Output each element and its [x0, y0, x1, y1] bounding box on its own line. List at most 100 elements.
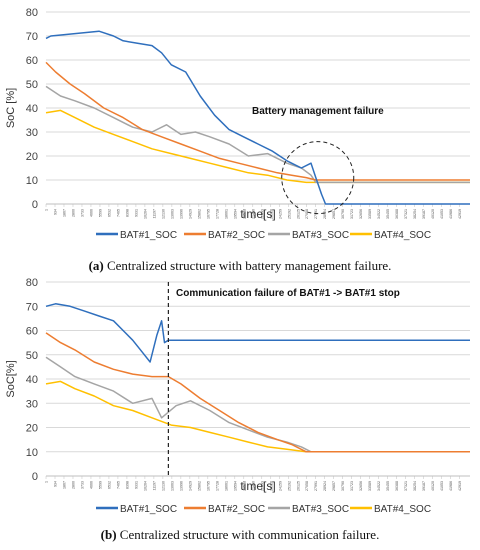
y-tick-label: 30: [26, 398, 38, 410]
x-tick-label: 15862: [197, 209, 201, 219]
x-tick-label: 34522: [377, 481, 381, 491]
x-tick-label: 41986: [449, 209, 453, 219]
legend-label: BAT#3_SOC: [292, 504, 349, 515]
x-tick-label: 8398: [125, 209, 129, 217]
x-tick-label: 36388: [395, 209, 399, 219]
y-tick-label: 80: [26, 7, 38, 19]
x-tick-label: 934: [54, 481, 58, 487]
x-tick-label: 26125: [296, 209, 300, 219]
x-tick-label: 14929: [188, 209, 192, 219]
series-line-bat1soc: [45, 30, 470, 205]
x-tick-label: 40120: [431, 209, 435, 219]
y-tick-label: 0: [32, 199, 38, 211]
x-tick-label: 9331: [134, 481, 138, 489]
x-tick-label: 24259: [278, 481, 282, 491]
x-tick-label: 1: [45, 209, 49, 211]
x-tick-label: 35455: [386, 481, 390, 491]
x-tick-label: 31723: [350, 209, 354, 219]
x-tick-label: 13063: [170, 481, 174, 491]
x-tick-label: 1867: [62, 481, 66, 489]
x-tick-label: 19594: [233, 481, 237, 491]
x-tick-label: 32656: [359, 481, 363, 491]
legend-label: BAT#2_SOC: [208, 230, 265, 241]
x-tick-label: 15862: [197, 481, 201, 491]
x-tick-label: 22393: [260, 209, 264, 219]
x-tick-label: 30790: [341, 209, 345, 219]
x-tick-label: 9331: [134, 209, 138, 217]
x-tick-label: 934: [54, 209, 58, 215]
x-tick-label: 17728: [215, 209, 219, 219]
x-tick-label: 33589: [368, 481, 372, 491]
x-tick-label: 41053: [440, 209, 444, 219]
x-tick-label: 21460: [251, 209, 255, 219]
x-tick-label: 3733: [80, 481, 84, 489]
x-tick-label: 32656: [359, 209, 363, 219]
x-tick-label: 23326: [269, 481, 273, 491]
x-tick-label: 27991: [314, 481, 318, 491]
x-tick-label: 28924: [323, 209, 327, 219]
x-tick-label: 6532: [107, 209, 111, 217]
x-tick-label: 41986: [449, 481, 453, 491]
y-tick-label: 60: [26, 55, 38, 67]
x-tick-label: 20527: [242, 209, 246, 219]
legend-label: BAT#1_SOC: [120, 230, 177, 241]
x-tick-label: 38254: [413, 209, 417, 219]
legend-label: BAT#4_SOC: [374, 504, 431, 515]
x-tick-label: 39187: [422, 481, 426, 491]
x-tick-label: 36388: [395, 481, 399, 491]
x-tick-label: 2800: [71, 209, 75, 217]
x-tick-label: 24259: [278, 209, 282, 219]
x-tick-label: 5599: [98, 209, 102, 217]
x-tick-label: 1: [45, 481, 49, 483]
x-tick-label: 12130: [161, 209, 165, 219]
x-axis-label: time[s]: [240, 479, 275, 493]
y-tick-label: 80: [26, 277, 38, 289]
x-tick-label: 40120: [431, 481, 435, 491]
x-tick-label: 37321: [404, 481, 408, 491]
annotation-text: Communication failure of BAT#1 -> BAT#1 …: [176, 288, 400, 299]
y-tick-label: 50: [26, 79, 38, 91]
x-tick-label: 11197: [152, 481, 156, 490]
x-tick-label: 29857: [332, 209, 336, 219]
y-tick-label: 40: [26, 103, 38, 115]
x-tick-label: 42919: [458, 481, 462, 491]
x-tick-label: 16795: [206, 209, 210, 219]
x-tick-label: 16795: [206, 481, 210, 491]
x-tick-label: 6532: [107, 481, 111, 489]
y-axis-label: SoC[%]: [5, 360, 17, 397]
annotation-text: Battery management failure: [252, 106, 384, 117]
x-tick-label: 19594: [233, 209, 237, 219]
x-tick-label: 27058: [305, 481, 309, 491]
x-tick-label: 5599: [98, 481, 102, 489]
y-tick-label: 60: [26, 326, 38, 338]
y-tick-label: 40: [26, 374, 38, 386]
y-tick-label: 0: [32, 471, 38, 483]
caption-b: (b) Centralized structure with communica…: [100, 527, 380, 542]
y-axis-label: SoC [%]: [5, 88, 17, 128]
x-tick-label: 22393: [260, 481, 264, 491]
x-tick-label: 7465: [116, 209, 120, 217]
x-axis-label: time[s]: [240, 207, 275, 221]
x-tick-label: 10264: [143, 481, 147, 491]
x-tick-label: 31723: [350, 481, 354, 491]
legend-label: BAT#2_SOC: [208, 504, 265, 515]
x-tick-label: 26125: [296, 481, 300, 491]
x-tick-label: 3733: [80, 209, 84, 217]
legend-label: BAT#4_SOC: [374, 230, 431, 241]
x-tick-label: 12130: [161, 481, 165, 491]
series-line-bat2soc: [45, 61, 470, 181]
x-tick-label: 29857: [332, 481, 336, 491]
x-tick-label: 35455: [386, 209, 390, 219]
x-tick-label: 38254: [413, 481, 417, 491]
x-tick-label: 25192: [287, 481, 291, 491]
y-tick-label: 20: [26, 423, 38, 435]
x-tick-label: 13063: [170, 209, 174, 219]
x-tick-label: 20527: [242, 481, 246, 491]
chart-panel-b: 0 10 20 30 40 50 60 70 80 1 934 1867 2800 3733 4666 559…: [5, 277, 470, 515]
y-tick-label: 70: [26, 31, 38, 43]
x-tick-label: 41053: [440, 481, 444, 491]
x-tick-label: 4666: [89, 481, 93, 489]
x-tick-label: 4666: [89, 209, 93, 217]
legend-label: BAT#3_SOC: [292, 230, 349, 241]
y-tick-label: 70: [26, 301, 38, 313]
